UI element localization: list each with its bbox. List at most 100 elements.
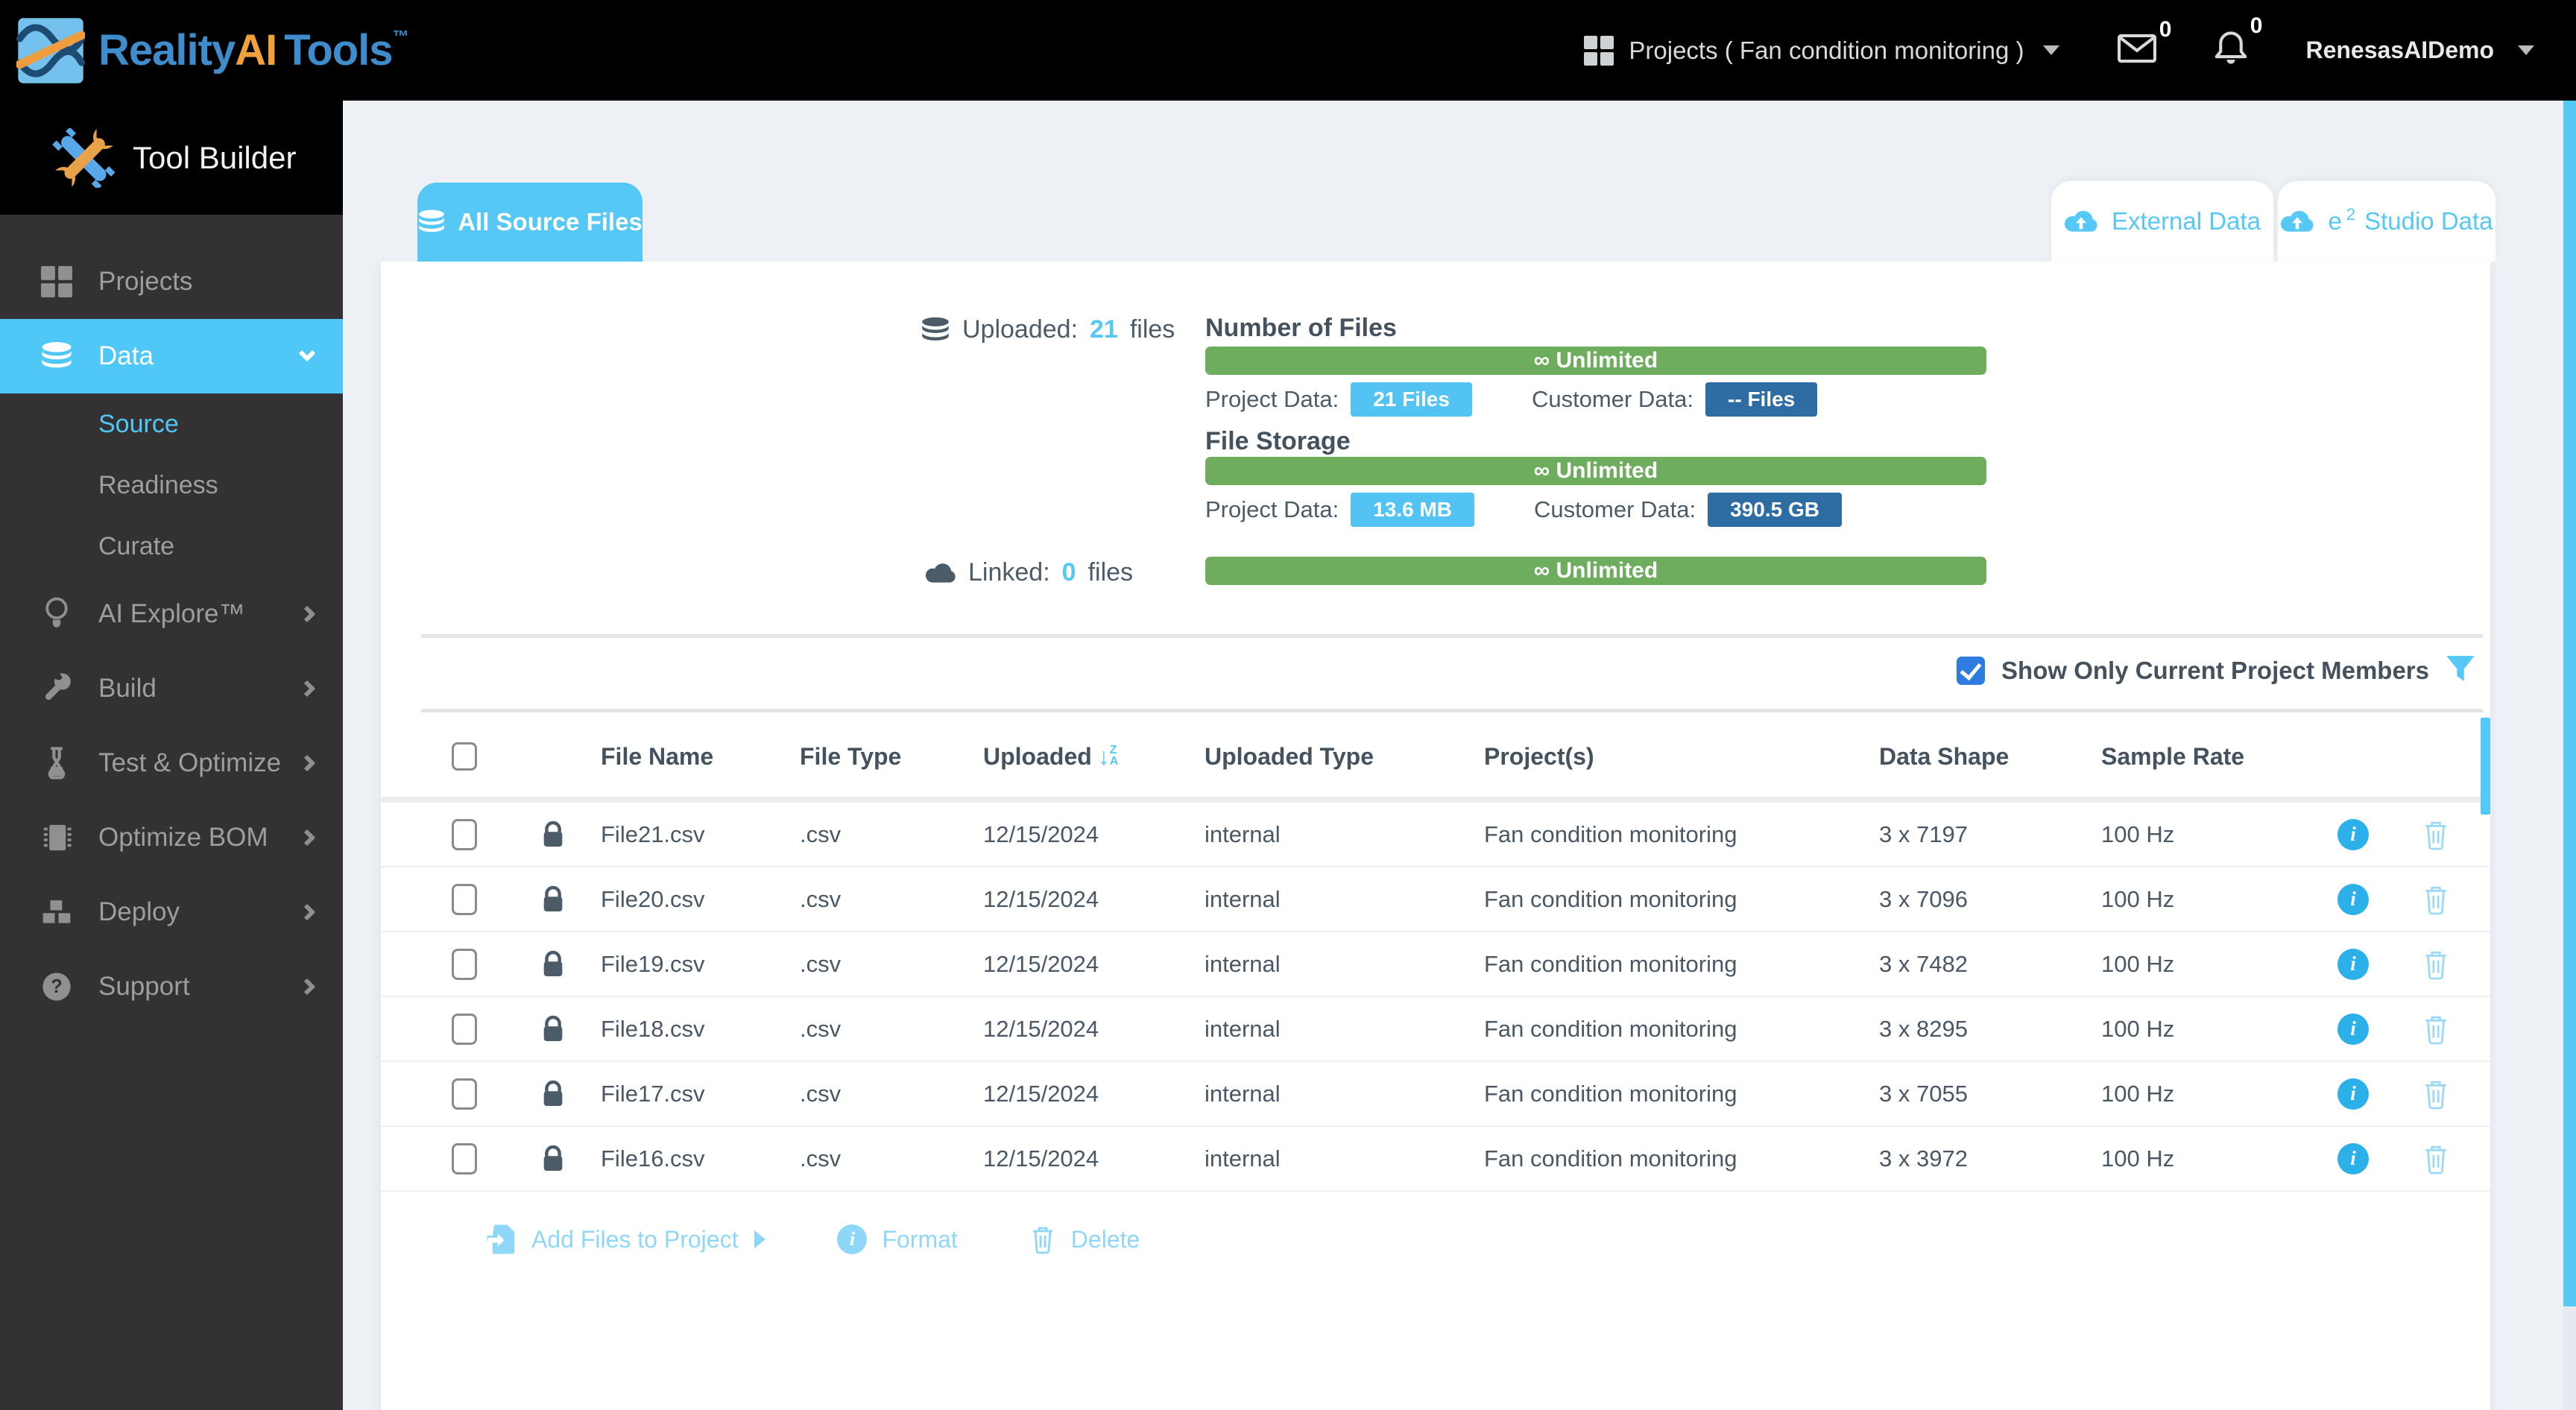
- notifications-button[interactable]: 0: [2214, 13, 2262, 71]
- file-info-button[interactable]: i: [2337, 1013, 2369, 1045]
- table-row[interactable]: File16.csv .csv 12/15/2024 internal Fan …: [381, 1127, 2490, 1190]
- row-checkbox[interactable]: [452, 883, 477, 915]
- row-checkbox[interactable]: [452, 1142, 477, 1175]
- delete-file-icon[interactable]: [2422, 818, 2450, 851]
- delete-button[interactable]: Delete: [1029, 1224, 1140, 1255]
- cell-projects: Fan condition monitoring: [1484, 1015, 1737, 1042]
- sidebar-item-data[interactable]: Data: [0, 319, 343, 393]
- divider: [421, 709, 2483, 712]
- table-row[interactable]: File19.csv .csv 12/15/2024 internal Fan …: [381, 932, 2490, 996]
- show-only-members-label: Show Only Current Project Members: [2001, 657, 2429, 684]
- col-header-projects[interactable]: Project(s): [1484, 742, 1594, 770]
- col-header-sample-rate[interactable]: Sample Rate: [2101, 742, 2245, 770]
- table-row[interactable]: File17.csv .csv 12/15/2024 internal Fan …: [381, 1062, 2490, 1125]
- sidebar: Tool Builder Projects Data Source Readin…: [0, 101, 343, 1410]
- cell-uploaded: 12/15/2024: [983, 1145, 1099, 1172]
- info-circle-icon: i: [837, 1224, 868, 1254]
- tab-external-data[interactable]: External Data: [2051, 181, 2273, 262]
- page-scrollbar-thumb[interactable]: [2563, 0, 2576, 1306]
- cell-projects: Fan condition monitoring: [1484, 950, 1737, 977]
- format-button[interactable]: i Format: [837, 1224, 958, 1254]
- row-checkbox[interactable]: [452, 1078, 477, 1110]
- projects-dropdown[interactable]: Projects ( Fan condition monitoring ): [1584, 35, 2060, 66]
- row-checkbox[interactable]: [452, 818, 477, 850]
- chevron-right-icon: [298, 903, 316, 921]
- row-divider: [381, 1190, 2490, 1192]
- number-of-files-unlimited-bar: ∞ Unlimited: [1205, 347, 1986, 375]
- file-info-button[interactable]: i: [2337, 1078, 2369, 1110]
- col-header-file-type[interactable]: File Type: [800, 742, 902, 770]
- delete-file-icon[interactable]: [2422, 1078, 2450, 1110]
- chevron-right-icon: [298, 754, 316, 772]
- col-header-uploaded-type[interactable]: Uploaded Type: [1205, 742, 1374, 770]
- cell-data-shape: 3 x 8295: [1879, 1015, 1968, 1042]
- add-files-label: Add Files to Project: [531, 1225, 739, 1253]
- reality-ai-logo-icon: [16, 17, 85, 83]
- projects-grid-icon: [1584, 35, 1614, 66]
- sidebar-item-test-optimize[interactable]: Test & Optimize: [0, 726, 343, 800]
- header-divider: [381, 797, 2490, 803]
- table-row[interactable]: File18.csv .csv 12/15/2024 internal Fan …: [381, 997, 2490, 1060]
- select-all-checkbox[interactable]: [452, 742, 477, 771]
- sidebar-subitem-source[interactable]: Source: [98, 409, 179, 438]
- cell-uploaded: 12/15/2024: [983, 950, 1099, 977]
- file-info-button[interactable]: i: [2337, 818, 2369, 850]
- cell-uploaded-type: internal: [1205, 1015, 1281, 1042]
- brand-logo-text: Reality AI Tools ™: [98, 25, 409, 75]
- sidebar-item-ai-explore[interactable]: AI Explore™: [0, 577, 343, 651]
- tab-all-source-files[interactable]: All Source Files: [417, 183, 643, 262]
- col-header-file-name[interactable]: File Name: [601, 742, 714, 770]
- messages-button[interactable]: 0: [2118, 17, 2171, 67]
- table-row[interactable]: File21.csv .csv 12/15/2024 internal Fan …: [381, 803, 2490, 866]
- delete-file-icon[interactable]: [2422, 1013, 2450, 1046]
- file-info-button[interactable]: i: [2337, 948, 2369, 980]
- delete-file-icon[interactable]: [2422, 1142, 2450, 1175]
- row-checkbox[interactable]: [452, 1013, 477, 1045]
- delete-file-icon[interactable]: [2422, 883, 2450, 916]
- cell-projects: Fan condition monitoring: [1484, 821, 1737, 847]
- file-info-button[interactable]: i: [2337, 883, 2369, 915]
- row-checkbox[interactable]: [452, 948, 477, 980]
- customer-data-label: Customer Data:: [1531, 386, 1694, 412]
- sidebar-item-projects[interactable]: Projects: [0, 244, 343, 319]
- row-divider: [381, 866, 2490, 867]
- cell-file-type: .csv: [800, 885, 842, 912]
- sidebar-subitem-readiness[interactable]: Readiness: [98, 470, 218, 499]
- sidebar-item-optimize-bom[interactable]: Optimize BOM: [0, 800, 343, 875]
- sidebar-item-build[interactable]: Build: [0, 651, 343, 726]
- chevron-down-icon: [2518, 45, 2534, 55]
- file-info-button[interactable]: i: [2337, 1142, 2369, 1175]
- sidebar-item-label: Deploy: [98, 897, 180, 926]
- cell-file-name: File18.csv: [601, 1015, 705, 1042]
- username-label: RenesasAIDemo: [2305, 37, 2494, 63]
- sidebar-subitem-curate[interactable]: Curate: [98, 531, 175, 560]
- show-only-members-checkbox[interactable]: [1957, 657, 1986, 685]
- linked-unlimited-bar: ∞ Unlimited: [1205, 557, 1986, 585]
- chip-icon: [33, 821, 80, 854]
- add-files-to-project-button[interactable]: Add Files to Project: [487, 1223, 766, 1256]
- lock-icon: [543, 950, 563, 976]
- sidebar-item-deploy[interactable]: Deploy: [0, 875, 343, 949]
- chevron-down-icon: [2043, 45, 2060, 55]
- cell-sample-rate: 100 Hz: [2101, 821, 2175, 847]
- table-scrollbar-thumb[interactable]: [2481, 718, 2490, 815]
- filter-funnel-icon[interactable]: [2446, 655, 2475, 686]
- table-row[interactable]: File20.csv .csv 12/15/2024 internal Fan …: [381, 867, 2490, 931]
- cell-sample-rate: 100 Hz: [2101, 1145, 2175, 1172]
- brand-logo[interactable]: Reality AI Tools ™: [16, 16, 409, 85]
- file-storage-unlimited-bar: ∞ Unlimited: [1205, 457, 1986, 485]
- delete-file-icon[interactable]: [2422, 948, 2450, 981]
- col-header-data-shape[interactable]: Data Shape: [1879, 742, 2010, 770]
- cell-sample-rate: 100 Hz: [2101, 1080, 2175, 1107]
- user-menu[interactable]: RenesasAIDemo: [2305, 37, 2534, 64]
- linked-files-stat: Linked: 0 files: [925, 558, 1133, 587]
- sidebar-item-support[interactable]: ? Support: [0, 949, 343, 1024]
- sidebar-nav: Projects Data Source Readiness Curate AI…: [0, 215, 343, 1024]
- cell-sample-rate: 100 Hz: [2101, 950, 2175, 977]
- page-scrollbar[interactable]: [2563, 0, 2576, 1410]
